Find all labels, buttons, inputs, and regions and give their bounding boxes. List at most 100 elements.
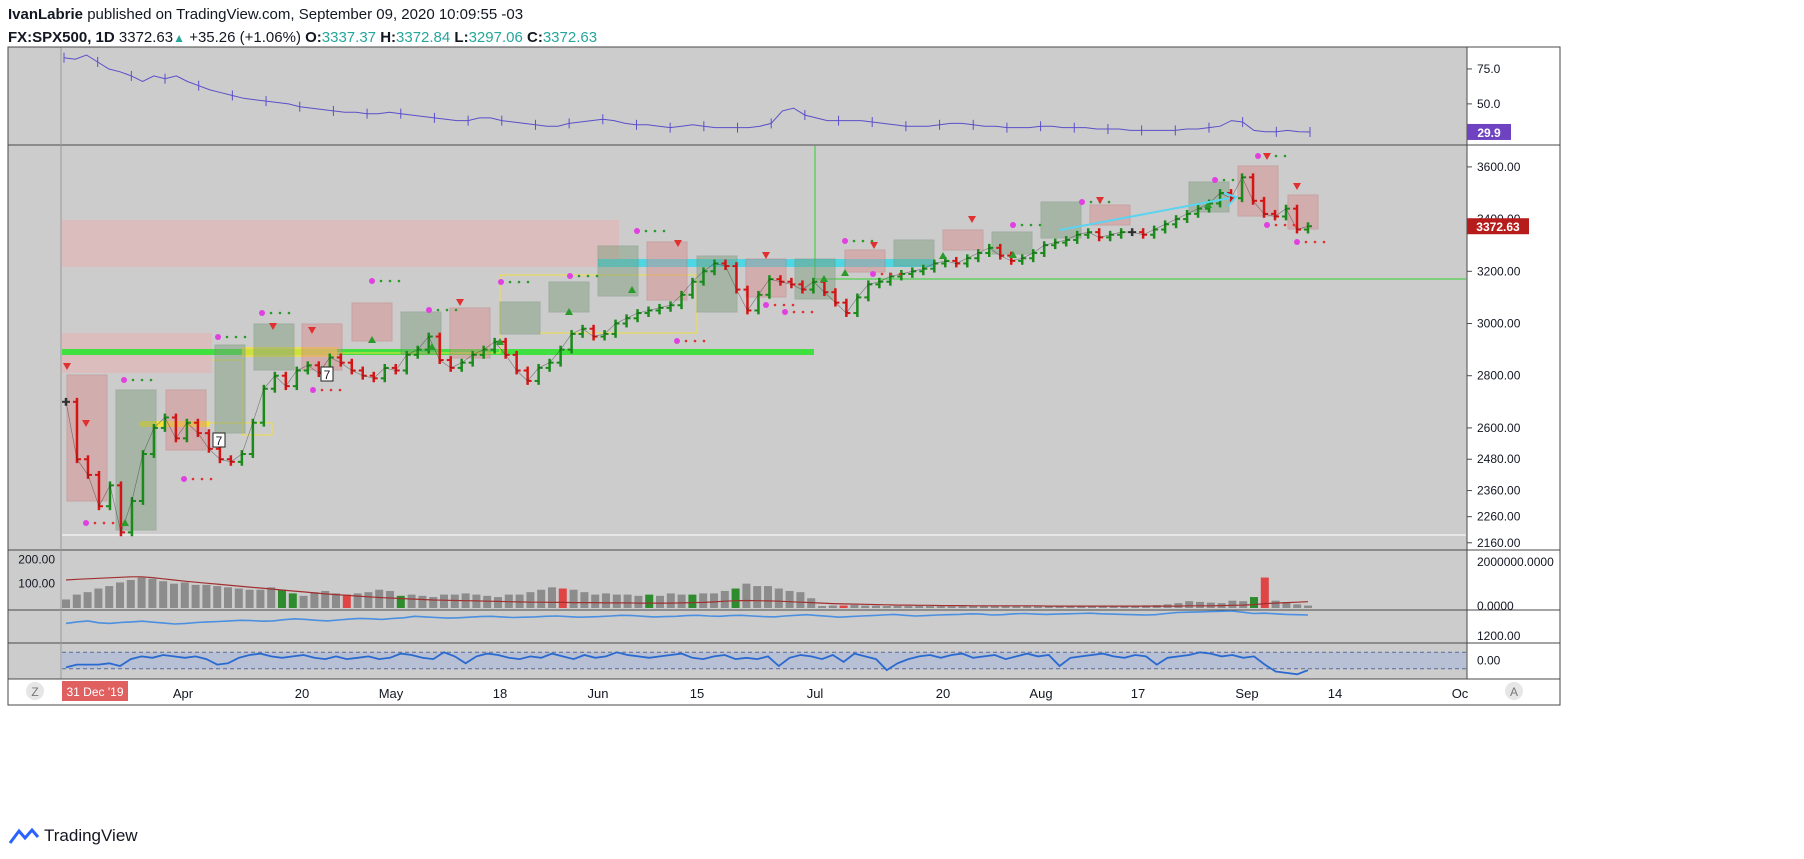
volume-bar (1109, 605, 1118, 608)
signal-dot-green (644, 229, 648, 233)
bearish-triangle-icon (1263, 153, 1271, 160)
price-axis-label: 2800.00 (1477, 369, 1521, 383)
signal-dot-red (102, 521, 106, 525)
time-axis-label: Jul (807, 686, 824, 701)
volume-bar (872, 605, 880, 608)
bearish-triangle-icon (674, 240, 682, 247)
volume-bar (580, 592, 589, 608)
signal-dot-green (278, 311, 282, 315)
top-pane-line (63, 54, 1311, 133)
volume-bar (764, 586, 772, 608)
volume-bar (94, 588, 103, 608)
signal-dot-green (1038, 223, 1042, 227)
volume-bar (947, 606, 956, 608)
bullish-triangle-icon (628, 286, 636, 293)
volume-bar (1271, 600, 1280, 608)
volume-bar (591, 594, 600, 608)
volume-bar (429, 597, 438, 608)
volume-bar (915, 605, 924, 608)
volume-bar (526, 592, 535, 608)
signal-dot-green (225, 335, 229, 339)
signal-dot-green (870, 239, 874, 243)
magenta-dot (1010, 222, 1016, 228)
signal-dot-green (1222, 178, 1226, 182)
bullish-triangle-icon (496, 338, 504, 345)
volume-bar (191, 584, 200, 608)
signal-dot-red (693, 339, 697, 343)
setup-box (646, 241, 688, 301)
setup-box (253, 323, 295, 371)
tradingview-brand[interactable]: TradingView (8, 826, 138, 846)
signal-dot-green (1231, 178, 1235, 182)
time-axis-label: 17 (1131, 686, 1145, 701)
price-close-path (65, 176, 1309, 534)
oscillator-axis-label: 0.00 (1477, 654, 1501, 668)
signal-dot-green (1089, 200, 1093, 204)
price-axis-label: 2160.00 (1477, 536, 1521, 550)
bearish-triangle-icon (1096, 197, 1104, 204)
volume-bar (1196, 601, 1204, 608)
volume-bar (299, 595, 308, 608)
volume-bar (969, 606, 978, 608)
volume-bar (861, 605, 870, 608)
volume-bar (72, 594, 81, 608)
signal-dot-red (889, 272, 893, 276)
last-price: 3372.63 (118, 29, 174, 46)
bullish-triangle-icon (368, 336, 376, 343)
volume-bar (105, 586, 114, 608)
setup-box (400, 311, 442, 355)
signal-dot-red (1304, 240, 1308, 244)
volume-bar (699, 593, 708, 608)
tradingview-logo-icon (8, 827, 40, 844)
magenta-dot (259, 310, 265, 316)
price-axis-label: 2260.00 (1477, 510, 1521, 524)
close-value: 3372.63 (542, 29, 598, 46)
time-axis-label: Sep (1235, 686, 1258, 701)
signal-dot-green (131, 378, 135, 382)
volume-bar (904, 606, 913, 608)
volume-bar (1098, 605, 1107, 608)
volume-bar (677, 594, 686, 608)
volume-bar (1304, 605, 1312, 608)
top-last-value-badge (1467, 123, 1511, 140)
setup-box (548, 281, 590, 313)
volume-bar (332, 593, 340, 608)
volume-bar (688, 594, 697, 608)
volume-bar (666, 593, 675, 608)
setup-box (214, 344, 246, 434)
signal-dot-red (1313, 240, 1317, 244)
volume-bar (1120, 606, 1129, 608)
price-axis-label: 2480.00 (1477, 452, 1521, 466)
signal-dot-red (791, 303, 795, 307)
signal-dot-red (810, 310, 814, 314)
volume-bar (1293, 604, 1302, 608)
open-label: O: (305, 29, 322, 46)
volume-bar (893, 606, 902, 608)
volume-bar (839, 605, 848, 608)
volume-bar (353, 593, 362, 608)
volume-bar (396, 595, 405, 608)
volume-bar (375, 589, 384, 608)
oscillator-line (65, 651, 1309, 676)
signal-dot-green (436, 308, 440, 312)
magenta-dot (870, 271, 876, 277)
magenta-dot (1294, 239, 1300, 245)
count-marker-label: 7 (324, 368, 331, 382)
volume-bar (1077, 605, 1086, 608)
price-axis-label: 3000.00 (1477, 317, 1521, 331)
signal-dot-red (93, 521, 97, 525)
signal-dot-green (243, 335, 247, 339)
bearish-triangle-icon (63, 363, 71, 370)
volume-bar (1250, 597, 1258, 608)
magenta-dot (215, 334, 221, 340)
signal-dot-red (880, 272, 884, 276)
setup-box (499, 301, 541, 335)
signal-dot-green (140, 378, 144, 382)
time-axis-label: May (379, 686, 404, 701)
bearish-triangle-icon (870, 242, 878, 249)
volume-bar (990, 605, 999, 608)
magenta-dot (1212, 177, 1218, 183)
setup-box (893, 239, 935, 267)
publisher-name[interactable]: IvanLabrie (8, 6, 84, 23)
